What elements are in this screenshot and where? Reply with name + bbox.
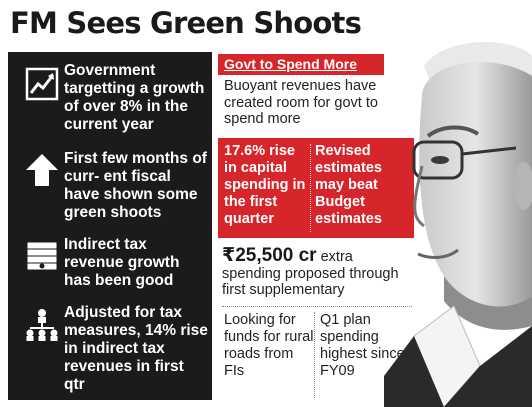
extra-spending-text: extra spending proposed through first su… — [222, 249, 399, 298]
extra-spending-amount: ₹25,500 cr — [222, 245, 317, 266]
fact-text-lead: First few months of curr- — [64, 150, 207, 185]
network-people-icon — [26, 309, 58, 341]
dotted-divider-vertical — [314, 312, 316, 398]
fact-text-lead: Indirect tax revenue growth — [64, 236, 180, 271]
finance-minister-portrait — [384, 42, 532, 407]
dotted-divider — [310, 144, 312, 232]
spend-heading: Govt to Spend More — [218, 54, 384, 75]
fact-text-lead: Government — [64, 62, 156, 79]
highlight-box: 17.6% rise in capital spending in the fi… — [218, 138, 414, 238]
revised-estimates-text: Revised estimates may beat Budget estima… — [315, 143, 382, 227]
fact-text-rest: targetting a growth of over 8% in the cu… — [64, 80, 205, 133]
rural-roads-text: Looking for funds for rural roads from F… — [224, 312, 314, 379]
money-stack-icon — [26, 241, 58, 271]
fact-text-rest: has been good — [64, 272, 174, 289]
supplementary-block: ₹25,500 cr extra spending proposed throu… — [222, 245, 412, 299]
fact-text-rest: measures, 14% rise in indirect tax reven… — [64, 322, 208, 393]
line-chart-icon — [25, 67, 59, 101]
buoyant-revenues-text: Buoyant revenues have created room for g… — [224, 78, 378, 127]
dotted-separator — [222, 306, 412, 308]
capital-spending-text: 17.6% rise in capital spending in the fi… — [224, 143, 306, 227]
q1-plan-text: Q1 plan spending highest since FY09 — [320, 312, 405, 379]
up-arrow-icon — [26, 154, 58, 186]
key-facts-panel: Government targetting a growth of over 8… — [8, 52, 212, 400]
headline-title: FM Sees Green Shoots — [10, 6, 362, 40]
fact-text-lead: Adjusted for tax — [64, 304, 182, 321]
fact-text-rest: ent fiscal have shown some green shoots — [64, 168, 198, 221]
